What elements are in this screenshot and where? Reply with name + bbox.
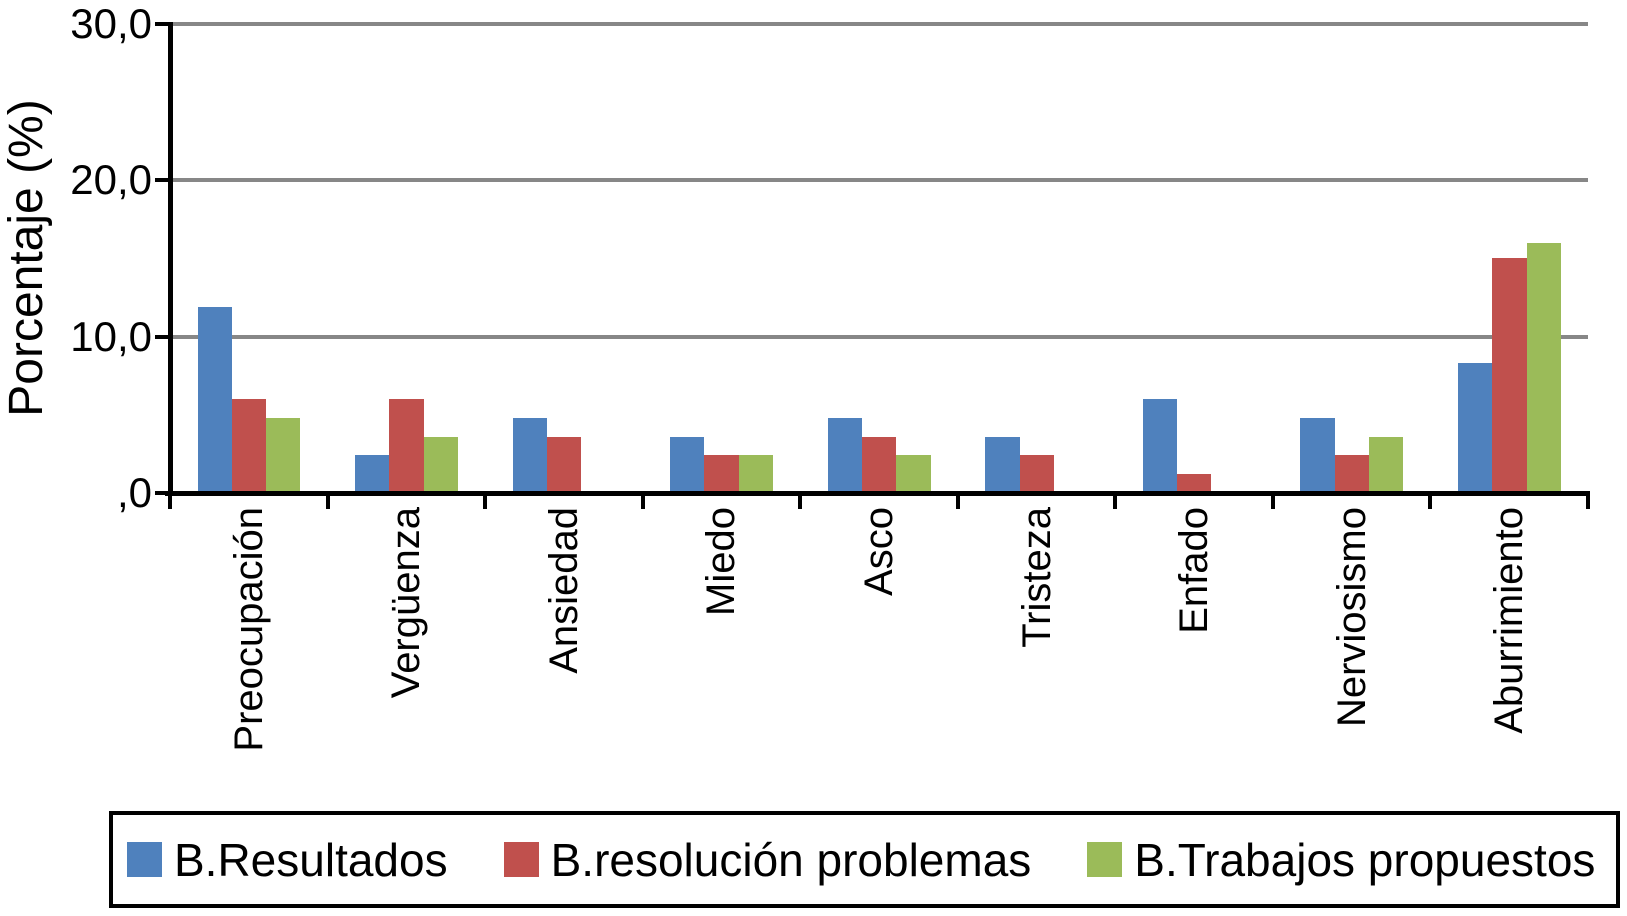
bar-B.Resultados-Aburrimiento: [1457, 363, 1493, 493]
bar-B.Trabajos propuestos-Miedo: [738, 455, 774, 493]
bar-B.resolución problemas-Aburrimiento: [1492, 258, 1527, 493]
x-tick-mark: [955, 491, 960, 509]
bar-B.Resultados-Ansiedad: [512, 418, 547, 493]
legend-item-B.Trabajos propuestos: B.Trabajos propuestos: [1087, 833, 1595, 887]
bar-B.Trabajos propuestos-Nerviosismo: [1368, 437, 1404, 493]
legend-swatch: [127, 842, 162, 877]
bar-B.Resultados-Vergüenza: [355, 455, 390, 493]
bar-B.resolución problemas-Vergüenza: [389, 399, 424, 493]
y-tick-label: 30,0: [70, 0, 152, 47]
bar-B.Resultados-Nerviosismo: [1300, 418, 1335, 493]
bar-B.Trabajos propuestos-Aburrimiento: [1526, 243, 1561, 493]
y-axis-line: [168, 22, 173, 496]
x-tick-mark: [483, 491, 488, 509]
x-tick-mark: [1113, 491, 1118, 509]
legend-label: B.Trabajos propuestos: [1134, 833, 1596, 886]
legend: B.Resultados B.resolución problemas B.Trab…: [109, 811, 1620, 908]
bar-B.Resultados-Miedo: [670, 437, 705, 493]
y-tick-label: ,0: [116, 469, 152, 516]
x-axis-line: [165, 491, 1590, 496]
bar-B.Trabajos propuestos-Preocupación: [266, 418, 301, 493]
y-tick-label: 20,0: [70, 156, 152, 204]
legend-item-B.Resultados: B.Resultados: [127, 833, 448, 887]
y-axis-title: Porcentaje (%): [0, 99, 53, 417]
bar-B.resolución problemas-Tristeza: [1019, 455, 1054, 493]
bar-B.resolución problemas-Enfado: [1177, 474, 1212, 493]
gridline-20: [171, 178, 1588, 183]
gridline-30: [171, 22, 1588, 26]
bar-B.Resultados-Asco: [827, 418, 863, 493]
bar-B.Resultados-Enfado: [1142, 399, 1178, 493]
y-tick-mark: [155, 491, 170, 495]
bar-B.resolución problemas-Ansiedad: [546, 437, 582, 493]
x-tick-mark: [640, 491, 645, 509]
x-tick-mark: [798, 491, 803, 509]
gridline-10: [171, 334, 1588, 339]
legend-label: B.resolución problemas: [550, 833, 1032, 886]
bar-B.Resultados-Preocupación: [197, 307, 232, 493]
legend-label: B.Resultados: [174, 833, 448, 886]
y-tick-mark: [155, 334, 170, 339]
x-tick-mark: [325, 491, 330, 509]
bar-B.Trabajos propuestos-Asco: [896, 455, 931, 493]
x-tick-mark: [168, 491, 172, 509]
bar-B.resolución problemas-Nerviosismo: [1334, 455, 1369, 493]
legend-item-B.resolución problemas: B.resolución problemas: [503, 833, 1032, 887]
bar-B.Resultados-Tristeza: [985, 437, 1020, 493]
x-tick-mark: [1428, 491, 1433, 509]
y-tick-mark: [155, 22, 170, 26]
y-tick-label: 10,0: [70, 312, 152, 360]
bar-B.Trabajos propuestos-Vergüenza: [423, 437, 458, 493]
bar-B.resolución problemas-Asco: [862, 437, 897, 493]
y-tick-mark: [155, 178, 170, 183]
x-tick-mark: [1270, 491, 1275, 509]
bar-B.resolución problemas-Preocupación: [231, 399, 267, 493]
x-tick-mark: [1586, 491, 1590, 509]
legend-swatch: [503, 842, 539, 877]
legend-swatch: [1087, 842, 1123, 877]
bar-B.resolución problemas-Miedo: [704, 455, 739, 493]
